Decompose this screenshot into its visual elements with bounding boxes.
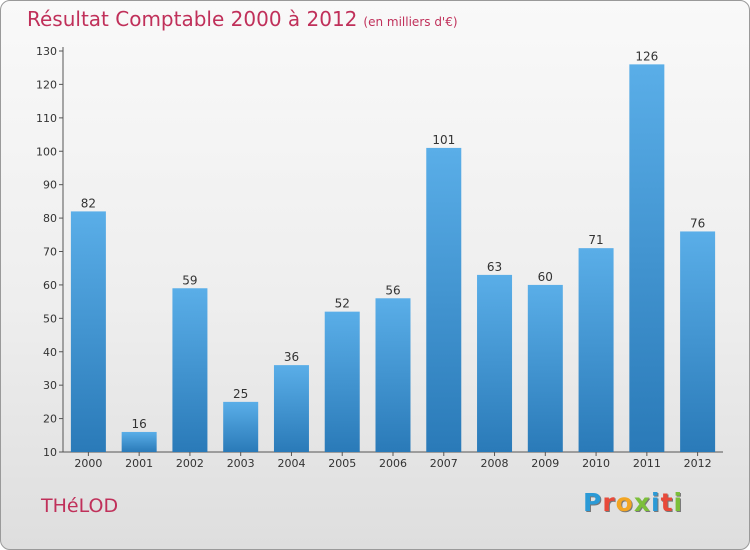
x-tick-label: 2008 xyxy=(481,457,509,470)
y-tick-label: 120 xyxy=(36,78,57,91)
bar xyxy=(121,431,157,452)
y-tick-label: 10 xyxy=(43,446,57,459)
bar xyxy=(477,274,513,452)
chart-title: Résultat Comptable 2000 à 2012 (en millie… xyxy=(27,7,458,31)
x-tick-label: 2004 xyxy=(277,457,305,470)
data-label: 25 xyxy=(233,387,248,401)
bar xyxy=(172,288,208,452)
data-label: 56 xyxy=(385,283,400,297)
bar xyxy=(223,401,259,452)
logo-letter: i xyxy=(651,488,661,517)
x-tick-label: 2011 xyxy=(633,457,661,470)
logo-letter: t xyxy=(660,488,674,517)
chart-title-text: Résultat Comptable 2000 à 2012 xyxy=(27,7,358,31)
logo-letter: o xyxy=(615,488,634,517)
x-tick-label: 2005 xyxy=(328,457,356,470)
y-tick-label: 100 xyxy=(36,145,57,158)
data-label: 76 xyxy=(690,216,705,230)
x-tick-label: 2000 xyxy=(74,457,102,470)
chart-bars xyxy=(70,64,716,453)
x-tick-label: 2012 xyxy=(684,457,712,470)
data-label: 82 xyxy=(81,196,96,210)
y-tick-label: 40 xyxy=(43,346,57,359)
logo-letter: i xyxy=(673,488,684,517)
logo-letter: P xyxy=(583,488,603,517)
chart-labels: 2000 82 2001 16 2002 59 2003 25 2004 36 2005 52 2006… xyxy=(74,49,711,470)
bar xyxy=(426,147,462,453)
data-label: 60 xyxy=(538,270,553,284)
y-tick-label: 80 xyxy=(43,212,57,225)
y-tick-label: 70 xyxy=(43,246,57,259)
bar xyxy=(527,284,563,452)
x-tick-label: 2001 xyxy=(125,457,153,470)
chart-subtitle: (en milliers d'€) xyxy=(363,15,458,29)
x-tick-label: 2002 xyxy=(176,457,204,470)
data-label: 63 xyxy=(487,260,502,274)
chart-axes: 10 20 30 40 50 60 70 80 90 100 110 120 130 xyxy=(36,45,723,459)
logo-letter: x xyxy=(633,488,651,517)
data-label: 101 xyxy=(432,133,455,147)
y-tick-label: 30 xyxy=(43,379,57,392)
y-tick-label: 20 xyxy=(43,413,57,426)
y-tick-label: 50 xyxy=(43,312,57,325)
y-tick-label: 90 xyxy=(43,179,57,192)
bar xyxy=(375,298,411,452)
x-tick-label: 2007 xyxy=(430,457,458,470)
proxiti-logo: Proxiti xyxy=(583,488,683,517)
y-tick-label: 110 xyxy=(36,112,57,125)
data-label: 36 xyxy=(284,350,299,364)
bar xyxy=(324,311,360,452)
y-tick-label: 130 xyxy=(36,45,57,58)
data-label: 71 xyxy=(588,233,603,247)
x-tick-label: 2010 xyxy=(582,457,610,470)
y-tick-label: 60 xyxy=(43,279,57,292)
bar xyxy=(578,248,614,452)
data-label: 16 xyxy=(132,417,147,431)
x-tick-label: 2009 xyxy=(531,457,559,470)
bar xyxy=(629,64,665,452)
data-label: 52 xyxy=(335,297,350,311)
x-tick-label: 2003 xyxy=(227,457,255,470)
bar xyxy=(70,211,106,452)
x-tick-label: 2006 xyxy=(379,457,407,470)
data-label: 126 xyxy=(635,49,658,63)
bar xyxy=(273,365,309,452)
commune-name: THéLOD xyxy=(41,495,119,517)
logo-letter: r xyxy=(602,488,616,517)
data-label: 59 xyxy=(182,273,197,287)
bar xyxy=(680,231,716,452)
